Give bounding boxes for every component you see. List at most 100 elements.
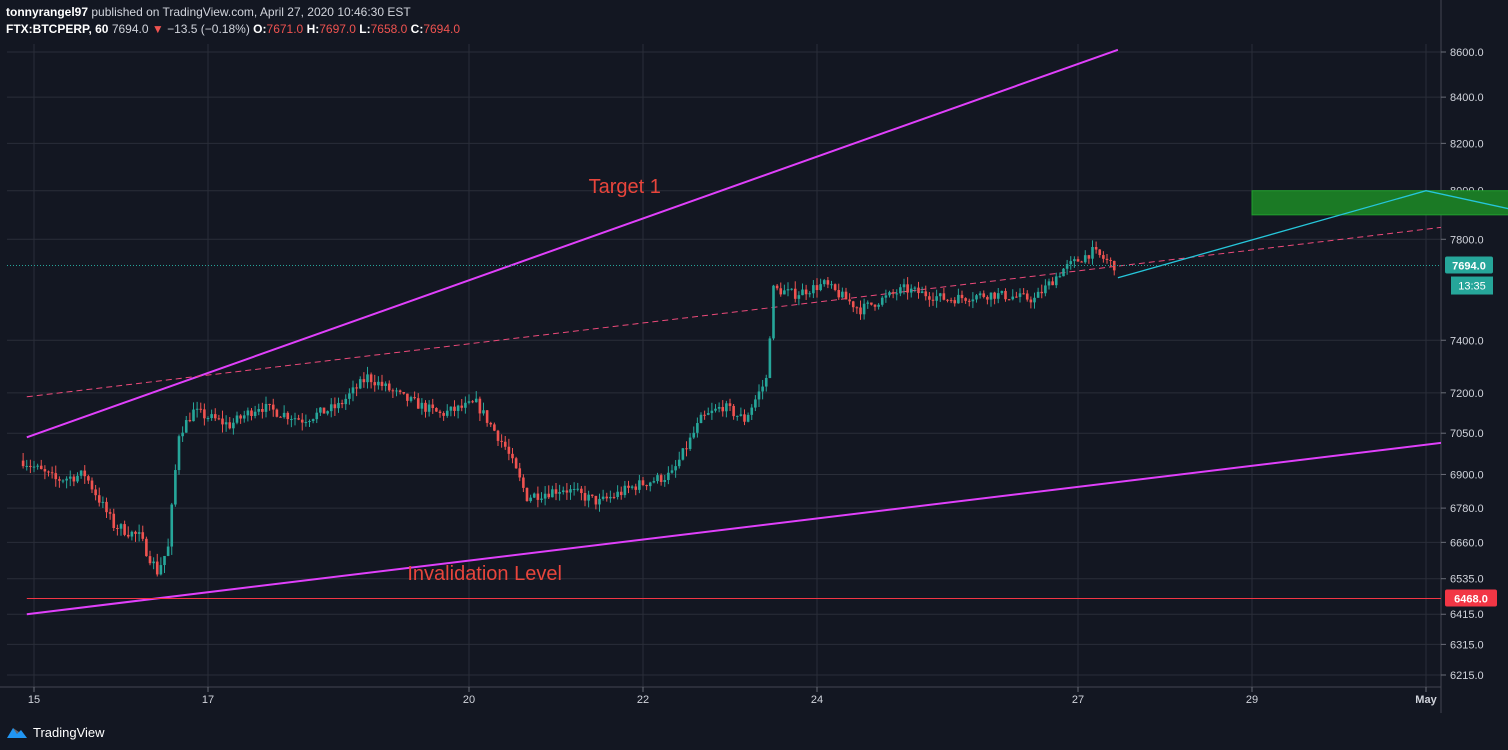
candle-body[interactable] xyxy=(1022,293,1025,295)
candle-body[interactable] xyxy=(406,393,409,401)
candle-body[interactable] xyxy=(877,304,880,307)
candle-body[interactable] xyxy=(971,299,975,302)
candle-body[interactable] xyxy=(1007,299,1011,301)
candle-body[interactable] xyxy=(844,291,848,300)
candle-body[interactable] xyxy=(257,409,261,412)
candle-body[interactable] xyxy=(692,432,696,438)
candle-body[interactable] xyxy=(1036,291,1040,298)
symbol-label[interactable]: FTX:BTCPERP, 60 xyxy=(6,22,109,36)
candle-body[interactable] xyxy=(895,293,899,295)
candle-body[interactable] xyxy=(612,496,616,498)
candle-body[interactable] xyxy=(757,391,761,400)
candle-body[interactable] xyxy=(906,284,909,293)
candle-body[interactable] xyxy=(975,295,978,300)
candle-body[interactable] xyxy=(561,490,565,493)
candle-body[interactable] xyxy=(645,485,648,487)
candle-body[interactable] xyxy=(576,488,580,490)
candle-body[interactable] xyxy=(438,411,442,414)
candle-body[interactable] xyxy=(717,407,721,409)
candle-body[interactable] xyxy=(681,448,685,460)
candle-body[interactable] xyxy=(964,298,967,301)
candle-body[interactable] xyxy=(511,453,514,459)
candle-body[interactable] xyxy=(449,406,453,411)
candle-body[interactable] xyxy=(322,407,326,414)
candle-body[interactable] xyxy=(1094,246,1098,250)
candle-body[interactable] xyxy=(652,481,656,483)
candle-body[interactable] xyxy=(369,374,373,383)
candle-body[interactable] xyxy=(855,307,859,309)
candle-body[interactable] xyxy=(590,494,594,496)
candle-body[interactable] xyxy=(384,383,387,386)
candle-body[interactable] xyxy=(761,386,764,392)
candle-body[interactable] xyxy=(648,482,652,487)
candle-body[interactable] xyxy=(391,390,395,392)
candle-body[interactable] xyxy=(580,488,583,494)
candle-body[interactable] xyxy=(235,415,239,423)
candle-body[interactable] xyxy=(1062,268,1065,277)
candle-body[interactable] xyxy=(569,489,572,493)
candle-body[interactable] xyxy=(993,292,996,299)
candle-body[interactable] xyxy=(1083,255,1087,263)
candle-body[interactable] xyxy=(416,398,420,409)
candle-body[interactable] xyxy=(909,288,913,293)
candle-body[interactable] xyxy=(891,292,895,294)
candle-body[interactable] xyxy=(609,496,612,499)
candle-body[interactable] xyxy=(72,476,76,482)
candle-body[interactable] xyxy=(750,407,754,415)
candle-body[interactable] xyxy=(601,496,605,499)
candle-body[interactable] xyxy=(54,473,58,480)
candle-body[interactable] xyxy=(982,293,986,297)
candle-body[interactable] xyxy=(928,296,931,300)
candle-body[interactable] xyxy=(431,404,435,409)
candle-body[interactable] xyxy=(387,383,391,391)
candle-body[interactable] xyxy=(424,402,427,412)
candle-body[interactable] xyxy=(221,418,224,425)
candle-body[interactable] xyxy=(667,472,670,481)
candle-body[interactable] xyxy=(917,287,920,294)
candle-body[interactable] xyxy=(105,501,108,513)
candle-body[interactable] xyxy=(246,410,250,416)
candle-body[interactable] xyxy=(460,405,464,408)
candle-body[interactable] xyxy=(656,475,659,482)
candle-body[interactable] xyxy=(464,402,467,408)
candle-body[interactable] xyxy=(1040,291,1044,294)
candle-body[interactable] xyxy=(804,289,808,295)
candle-body[interactable] xyxy=(351,387,355,394)
candle-body[interactable] xyxy=(619,491,623,496)
candle-body[interactable] xyxy=(924,291,928,297)
candle-body[interactable] xyxy=(967,300,971,302)
candle-body[interactable] xyxy=(1011,296,1015,300)
candle-body[interactable] xyxy=(36,465,39,467)
candle-body[interactable] xyxy=(39,465,43,470)
candle-body[interactable] xyxy=(699,414,703,424)
candle-body[interactable] xyxy=(779,288,783,295)
candle-body[interactable] xyxy=(315,412,319,420)
candle-body[interactable] xyxy=(61,480,65,482)
candle-body[interactable] xyxy=(793,288,797,299)
candle-body[interactable] xyxy=(783,290,786,295)
candle-body[interactable] xyxy=(1044,285,1047,294)
candle-body[interactable] xyxy=(558,492,561,494)
candle-body[interactable] xyxy=(935,296,938,301)
candle-body[interactable] xyxy=(598,498,601,505)
plot-area[interactable] xyxy=(7,44,1441,687)
candle-body[interactable] xyxy=(148,556,152,564)
candle-body[interactable] xyxy=(978,293,982,296)
candle-body[interactable] xyxy=(732,405,735,417)
candle-body[interactable] xyxy=(90,480,94,490)
candle-body[interactable] xyxy=(485,410,489,423)
candle-body[interactable] xyxy=(123,524,126,535)
candle-body[interactable] xyxy=(348,393,351,399)
candle-body[interactable] xyxy=(960,294,964,299)
candle-body[interactable] xyxy=(659,475,663,483)
candle-body[interactable] xyxy=(946,299,949,301)
candle-body[interactable] xyxy=(268,403,271,405)
candle-body[interactable] xyxy=(232,422,235,429)
candle-body[interactable] xyxy=(616,491,619,498)
candle-body[interactable] xyxy=(76,475,79,482)
candle-body[interactable] xyxy=(130,531,134,537)
candle-body[interactable] xyxy=(1054,276,1058,286)
candle-body[interactable] xyxy=(137,532,141,534)
candle-body[interactable] xyxy=(94,489,97,496)
